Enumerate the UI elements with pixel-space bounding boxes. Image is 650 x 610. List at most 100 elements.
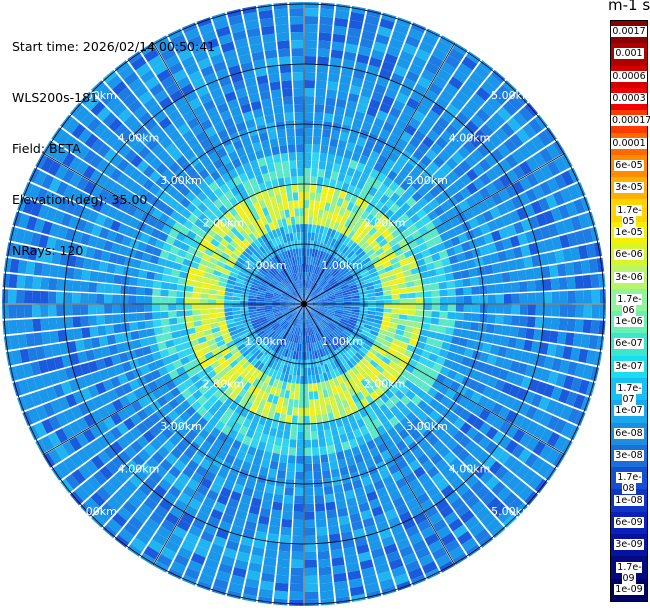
range-gate-cell bbox=[317, 168, 325, 178]
range-gate-cell bbox=[361, 567, 376, 578]
range-gate-cell bbox=[210, 87, 224, 100]
range-gate-cell bbox=[152, 288, 161, 296]
range-gate-cell bbox=[283, 168, 291, 178]
range-gate-cell bbox=[459, 84, 475, 99]
range-gate-cell bbox=[89, 439, 103, 454]
range-gate-cell bbox=[149, 83, 164, 97]
range-gate-cell bbox=[320, 218, 327, 227]
range-gate-cell bbox=[144, 76, 160, 90]
range-gate-cell bbox=[432, 519, 448, 533]
range-gate-cell bbox=[232, 363, 242, 372]
range-gate-cell bbox=[238, 378, 248, 388]
range-gate-cell bbox=[205, 267, 215, 274]
range-gate-cell bbox=[438, 445, 451, 459]
range-gate-cell bbox=[538, 253, 549, 266]
range-gate-cell bbox=[370, 207, 380, 217]
range-gate-cell bbox=[173, 96, 188, 109]
range-gate-cell bbox=[448, 76, 464, 90]
range-gate-cell bbox=[180, 197, 191, 208]
range-gate-cell bbox=[306, 288, 309, 297]
range-gate-cell bbox=[328, 525, 340, 535]
range-gate-cell bbox=[61, 354, 72, 368]
range-gate-cell bbox=[428, 353, 439, 363]
range-gate-cell bbox=[327, 307, 336, 311]
range-gate-cell bbox=[232, 307, 241, 312]
range-gate-cell bbox=[431, 297, 440, 304]
range-gate-cell bbox=[410, 90, 424, 103]
range-gate-cell bbox=[293, 80, 304, 89]
range-gate-cell bbox=[304, 336, 306, 344]
range-gate-cell bbox=[252, 413, 261, 424]
range-gate-cell bbox=[331, 557, 345, 567]
range-gate-cell bbox=[494, 379, 506, 392]
range-gate-cell bbox=[223, 397, 234, 408]
range-gate-cell bbox=[119, 200, 131, 213]
range-gate-cell bbox=[41, 331, 51, 345]
range-gate-cell bbox=[184, 28, 200, 41]
range-gate-cell bbox=[91, 224, 103, 237]
range-gate-cell bbox=[378, 238, 388, 248]
range-gate-cell bbox=[465, 154, 478, 168]
range-gate-cell bbox=[138, 90, 153, 105]
range-gate-cell bbox=[539, 412, 553, 427]
range-gate-cell bbox=[22, 230, 34, 245]
range-gate-cell bbox=[234, 193, 244, 204]
range-gate-cell bbox=[224, 295, 233, 300]
range-gate-cell bbox=[229, 217, 239, 227]
range-gate-cell bbox=[359, 38, 374, 49]
range-gate-cell bbox=[491, 69, 506, 84]
range-gate-cell bbox=[90, 101, 106, 116]
range-gate-cell bbox=[97, 450, 111, 465]
range-gate-cell bbox=[555, 373, 567, 388]
range-gate-cell bbox=[341, 416, 350, 426]
range-gate-cell bbox=[366, 64, 380, 76]
range-gate-cell bbox=[194, 349, 204, 359]
range-gate-cell bbox=[431, 546, 448, 561]
range-gate-cell bbox=[295, 224, 300, 233]
range-gate-cell bbox=[443, 451, 457, 465]
range-gate-cell bbox=[370, 125, 382, 136]
range-gate-cell bbox=[518, 485, 534, 502]
range-gate-cell bbox=[276, 254, 283, 263]
range-gate-cell bbox=[428, 245, 439, 255]
range-gate-cell bbox=[227, 256, 237, 264]
range-gate-cell bbox=[355, 352, 364, 361]
range-gate-cell bbox=[223, 200, 234, 211]
range-gate-cell bbox=[207, 45, 222, 58]
range-gate-cell bbox=[309, 309, 316, 316]
range-gate-cell bbox=[236, 45, 250, 57]
range-gate-cell bbox=[271, 238, 278, 247]
range-gate-cell bbox=[298, 415, 304, 424]
range-gate-cell bbox=[408, 338, 418, 347]
range-gate-cell bbox=[76, 176, 89, 191]
range-gate-cell bbox=[406, 286, 416, 293]
range-gate-cell bbox=[288, 447, 296, 456]
range-gate-cell bbox=[170, 447, 183, 459]
range-gate-cell bbox=[346, 497, 358, 508]
range-gate-cell bbox=[398, 360, 408, 369]
range-gate-cell bbox=[384, 438, 396, 450]
range-gate-cell bbox=[334, 155, 343, 165]
range-gate-cell bbox=[76, 144, 90, 160]
range-gate-cell bbox=[380, 431, 391, 443]
range-gate-cell bbox=[570, 347, 581, 362]
range-gate-cell bbox=[346, 396, 355, 407]
range-gate-cell bbox=[423, 192, 435, 203]
range-gate-cell bbox=[317, 312, 325, 318]
range-gate-cell bbox=[264, 180, 273, 190]
range-gate-cell bbox=[293, 310, 299, 317]
range-gate-cell bbox=[299, 311, 302, 320]
range-gate-cell bbox=[108, 344, 119, 356]
range-gate-cell bbox=[252, 184, 261, 195]
range-gate-cell bbox=[199, 458, 212, 470]
range-gate-cell bbox=[298, 399, 304, 408]
range-gate-cell bbox=[250, 316, 259, 322]
range-gate-cell bbox=[364, 282, 374, 288]
range-gate-cell bbox=[319, 309, 327, 313]
range-gate-cell bbox=[288, 299, 297, 302]
range-gate-cell bbox=[111, 455, 126, 470]
range-gate-cell bbox=[311, 305, 320, 308]
range-gate-cell bbox=[330, 369, 337, 379]
range-gate-cell bbox=[293, 88, 304, 97]
range-gate-cell bbox=[347, 505, 360, 516]
